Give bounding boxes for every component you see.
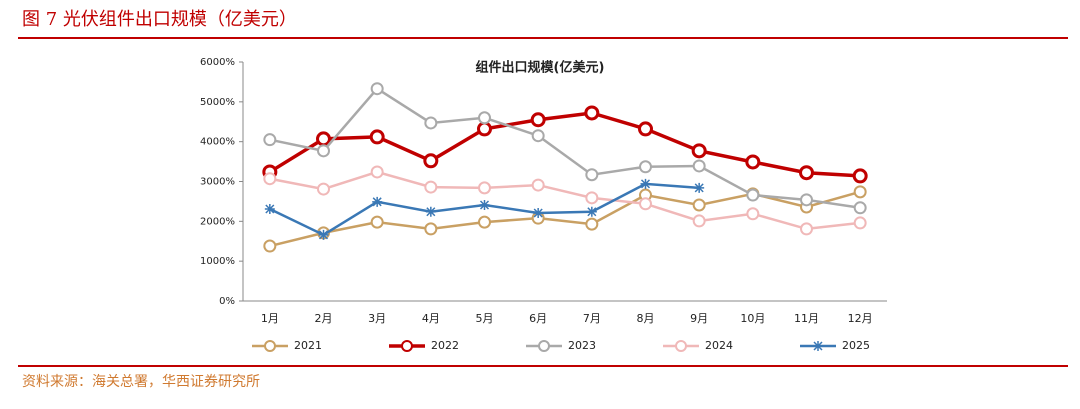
- legend-label: 2022: [431, 339, 459, 352]
- circle-marker: [639, 197, 652, 211]
- star-marker: [533, 207, 544, 218]
- circle-marker: [424, 116, 438, 130]
- circle-marker: [745, 154, 761, 170]
- circle-marker: [478, 181, 491, 195]
- x-tick-label: 9月: [690, 312, 708, 325]
- circle-marker: [316, 131, 331, 147]
- circle-marker: [746, 207, 760, 221]
- star-marker: [264, 203, 275, 214]
- circle-marker: [531, 178, 545, 192]
- x-tick-label: 5月: [476, 312, 494, 325]
- circle-marker: [799, 165, 814, 181]
- circle-marker: [531, 129, 545, 143]
- circle-marker: [317, 144, 330, 158]
- circle-marker: [691, 143, 707, 159]
- legend-marker: [813, 341, 823, 351]
- circle-marker: [800, 222, 813, 236]
- x-tick-label: 12月: [848, 312, 873, 325]
- circle-marker: [692, 159, 706, 173]
- circle-marker: [369, 129, 385, 145]
- circle-marker: [370, 82, 384, 96]
- series-line: [268, 111, 861, 178]
- y-tick-label: 2000%: [200, 216, 235, 227]
- circle-marker: [853, 201, 867, 215]
- circle-marker: [424, 180, 438, 194]
- x-tick-label: 3月: [368, 312, 386, 325]
- circle-marker: [800, 193, 813, 207]
- x-tick-label: 8月: [637, 312, 655, 325]
- circle-marker: [853, 185, 867, 199]
- x-tick-label: 6月: [529, 312, 547, 325]
- circle-marker: [370, 215, 384, 229]
- circle-marker: [584, 105, 600, 121]
- star-marker: [318, 229, 329, 240]
- legend-label: 2024: [705, 339, 733, 352]
- star-marker: [640, 178, 651, 189]
- legend-marker: [264, 340, 276, 352]
- star-marker: [372, 196, 383, 207]
- y-tick-label: 1000%: [200, 256, 235, 267]
- circle-marker: [530, 112, 546, 128]
- y-tick-label: 4000%: [200, 137, 235, 148]
- circle-marker: [424, 222, 438, 236]
- star-marker: [479, 200, 490, 211]
- x-tick-label: 10月: [740, 312, 765, 325]
- star-marker: [425, 206, 436, 217]
- chart-title: 组件出口规模(亿美元): [476, 60, 605, 76]
- series-line: [269, 170, 861, 231]
- x-tick-label: 1月: [261, 312, 279, 325]
- x-tick-label: 11月: [794, 312, 819, 325]
- circle-marker: [746, 188, 760, 202]
- circle-marker: [477, 121, 492, 137]
- source-note: 资料来源：海关总署，华西证券研究所: [22, 374, 260, 390]
- y-tick-label: 6000%: [200, 57, 235, 68]
- circle-marker: [853, 216, 867, 230]
- circle-marker: [638, 121, 653, 137]
- circle-marker: [370, 165, 384, 179]
- circle-marker: [692, 214, 706, 228]
- circle-marker: [478, 111, 491, 125]
- legend-label: 2025: [842, 339, 870, 352]
- circle-marker: [263, 239, 277, 253]
- y-tick-label: 0%: [219, 296, 235, 307]
- circle-marker: [692, 198, 706, 212]
- circle-marker: [263, 172, 277, 186]
- circle-marker: [585, 217, 599, 231]
- circle-marker: [478, 215, 491, 229]
- circle-marker: [263, 133, 277, 147]
- legend-label: 2021: [294, 339, 322, 352]
- series-line: [269, 87, 861, 210]
- legend-marker: [401, 340, 413, 352]
- star-marker: [586, 206, 597, 217]
- x-tick-label: 2月: [315, 312, 333, 325]
- legend-label: 2023: [568, 339, 596, 352]
- legend-marker: [538, 340, 550, 352]
- x-tick-label: 4月: [422, 312, 440, 325]
- figure-title: 图 7 光伏组件出口规模（亿美元）: [22, 9, 297, 30]
- circle-marker: [639, 160, 652, 174]
- y-tick-label: 3000%: [200, 177, 235, 188]
- x-tick-label: 7月: [583, 312, 601, 325]
- circle-marker: [585, 191, 599, 205]
- circle-marker: [585, 168, 599, 182]
- circle-marker: [317, 182, 330, 196]
- legend-marker: [675, 340, 687, 352]
- star-marker: [694, 182, 705, 193]
- circle-marker: [852, 168, 868, 184]
- circle-marker: [423, 153, 439, 169]
- y-tick-label: 5000%: [200, 97, 235, 108]
